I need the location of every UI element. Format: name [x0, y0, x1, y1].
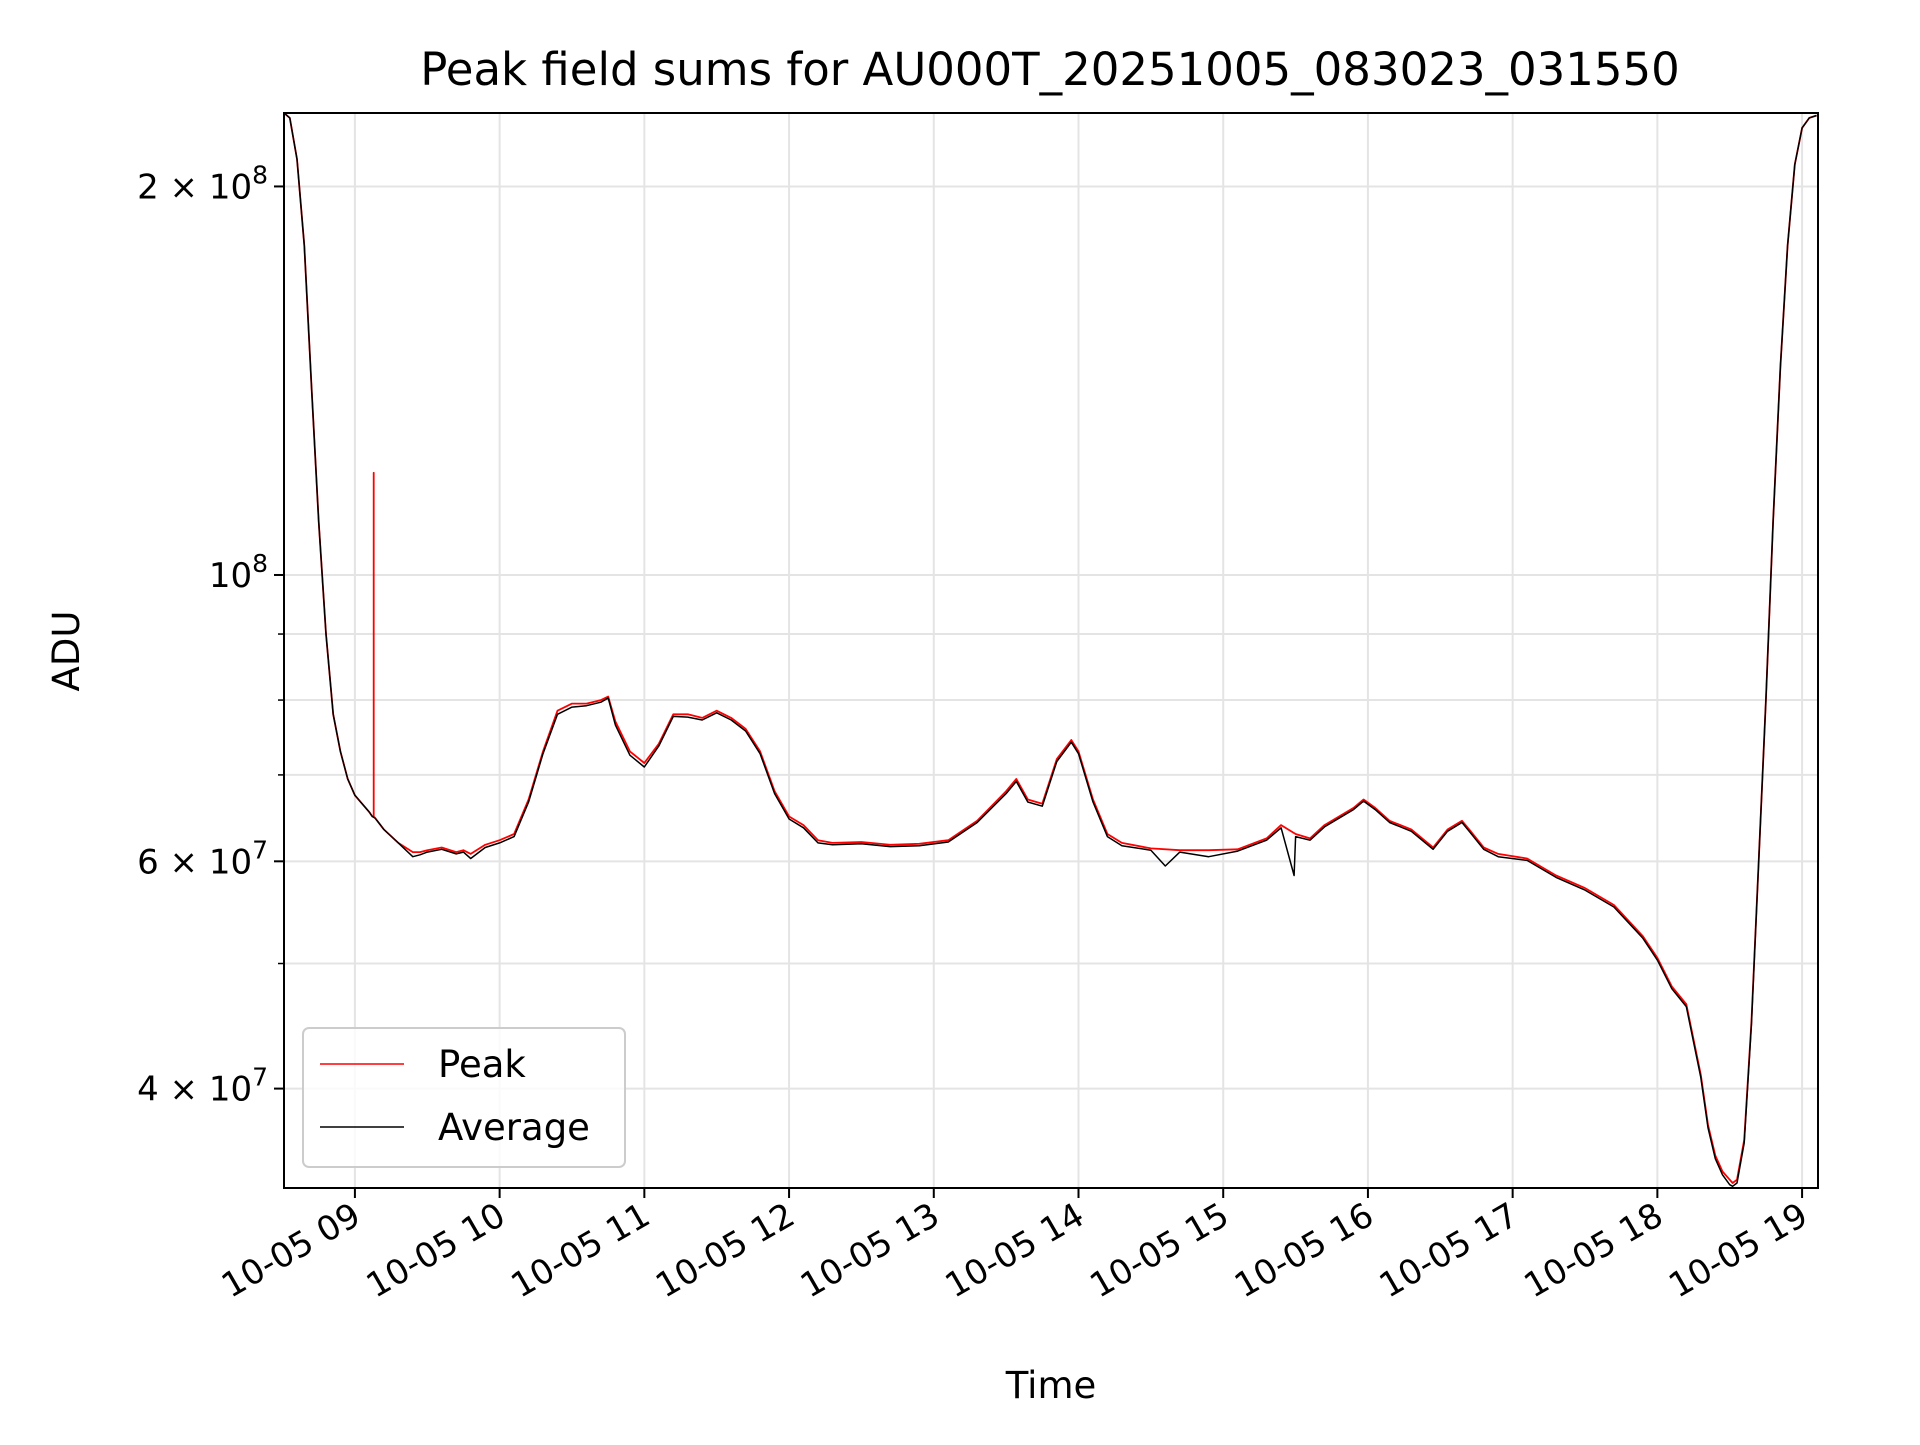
series-line-average [284, 113, 1817, 1188]
y-tick-label: 6 × 107 [137, 835, 268, 882]
x-tick-label: 10-05 17 [1373, 1195, 1525, 1306]
y-axis-label: ADU [45, 611, 88, 692]
legend-box [302, 1027, 626, 1168]
y-tick-label: 108 [209, 549, 268, 596]
legend: Peak Average [302, 1027, 626, 1168]
x-tick-label: 10-05 14 [939, 1195, 1091, 1306]
plot-frame [283, 112, 1819, 1189]
legend-peak-label: Peak [438, 1043, 526, 1086]
x-tick-label: 10-05 09 [215, 1195, 367, 1306]
legend-average-label: Average [438, 1106, 590, 1149]
x-tick-label: 10-05 18 [1517, 1195, 1669, 1306]
y-tick-label: 2 × 108 [137, 160, 268, 207]
x-tick-label: 10-05 11 [504, 1195, 656, 1306]
x-tick-label: 10-05 15 [1083, 1195, 1235, 1306]
x-tick-label: 10-05 16 [1228, 1195, 1380, 1306]
x-tick-label: 10-05 12 [649, 1195, 801, 1306]
series-line-peak [284, 113, 1817, 1184]
y-tick-label: 4 × 107 [137, 1063, 268, 1110]
x-tick-label: 10-05 10 [360, 1195, 512, 1306]
grid-lines [284, 113, 1818, 1188]
chart-title: Peak field sums for AU000T_20251005_0830… [420, 43, 1680, 96]
x-tick-label: 10-05 19 [1662, 1195, 1814, 1306]
plot-series [284, 113, 1817, 1188]
x-axis-label: Time [1005, 1364, 1097, 1407]
x-tick-label: 10-05 13 [794, 1195, 946, 1306]
